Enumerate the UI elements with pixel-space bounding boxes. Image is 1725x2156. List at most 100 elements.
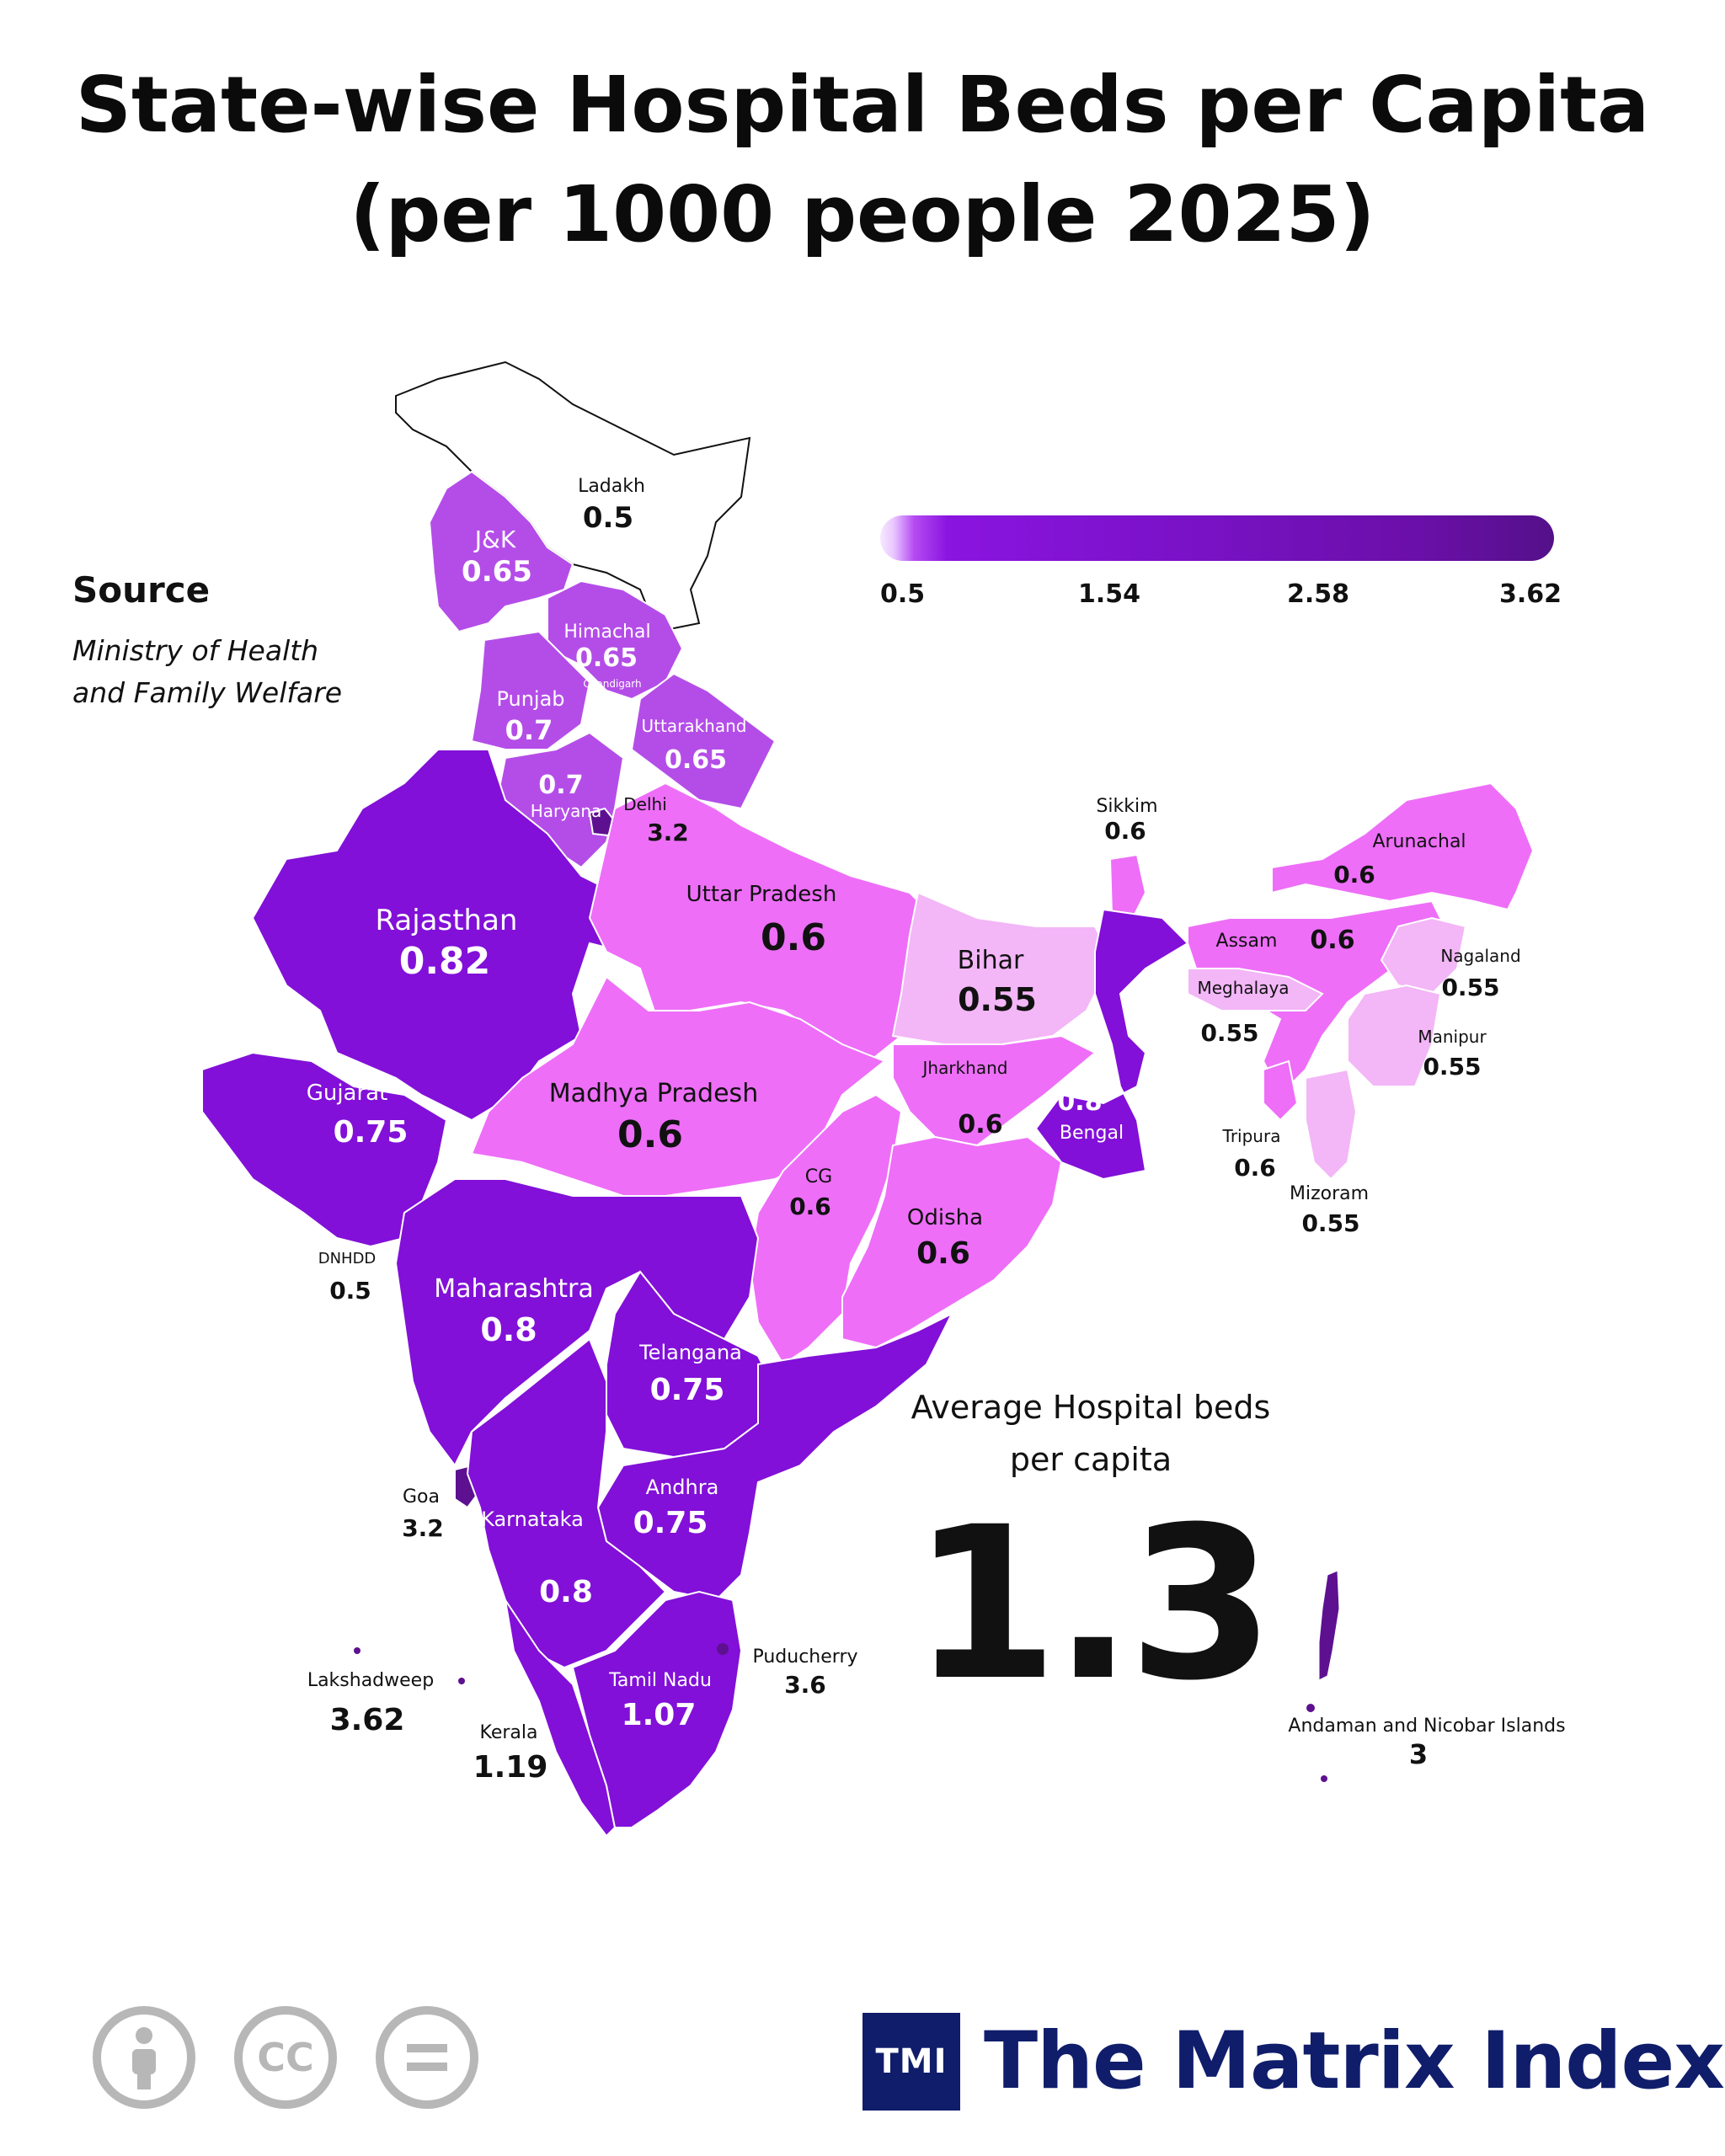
region-kerala — [505, 1599, 617, 1838]
label-andhra-name: Andhra — [646, 1476, 719, 1499]
region-andaman-dot — [1306, 1704, 1315, 1712]
label-bengal-value: 0.8 — [1057, 1087, 1102, 1117]
label-chandigarh-name: Chandigarh — [583, 678, 641, 690]
label-jharkhand-name: Jharkhand — [921, 1058, 1008, 1078]
label-kerala-value: 1.19 — [473, 1750, 548, 1785]
label-uttar-pradesh-value: 0.6 — [761, 916, 826, 959]
label-punjab-name: Punjab — [496, 687, 564, 711]
region-jharkhand — [892, 1034, 1097, 1147]
label-lakshadweep-value: 3.62 — [330, 1703, 405, 1737]
label-puducherry-name: Puducherry — [752, 1646, 857, 1668]
region-meghalaya — [1187, 968, 1324, 1011]
label-rajasthan-value: 0.82 — [399, 940, 491, 983]
label-gujarat-value: 0.75 — [334, 1115, 409, 1150]
label-meghalaya-name: Meghalaya — [1197, 978, 1289, 998]
region-tripura — [1263, 1059, 1299, 1122]
label-himachal-name: Himachal — [563, 622, 650, 643]
label-jk-value: 0.65 — [462, 555, 532, 589]
region-lakshadweep-dot-1 — [354, 1647, 360, 1654]
label-chandigarh-value: 3.5 — [603, 699, 627, 715]
region-andhra — [596, 1311, 954, 1602]
region-manipur — [1347, 984, 1442, 1087]
label-mizoram-name: Mizoram — [1290, 1183, 1369, 1204]
label-manipur-value: 0.55 — [1423, 1053, 1481, 1081]
label-cg-name: CG — [805, 1166, 832, 1187]
region-lakshadweep-dot-2 — [458, 1678, 465, 1684]
label-kerala-name: Kerala — [480, 1722, 538, 1743]
label-dnhdd-value: 0.5 — [329, 1277, 371, 1305]
region-tamil-nadu — [571, 1590, 743, 1828]
label-jharkhand-value: 0.6 — [958, 1110, 1002, 1139]
region-arunachal — [1271, 782, 1535, 911]
label-delhi-name: Delhi — [623, 794, 667, 814]
legend-tick-max: 3.62 — [1499, 579, 1562, 609]
label-assam-name: Assam — [1216, 931, 1278, 952]
label-haryana-name: Haryana — [531, 801, 602, 821]
label-tamil-nadu-value: 1.07 — [622, 1698, 697, 1732]
label-gujarat-name: Gujarat — [307, 1081, 388, 1106]
region-puducherry — [717, 1643, 729, 1655]
label-uttarakhand-value: 0.65 — [665, 745, 727, 775]
label-assam-value: 0.6 — [1310, 926, 1354, 955]
legend-tick-min: 0.5 — [880, 579, 926, 609]
cc-icon: CC — [234, 2006, 337, 2109]
label-himachal-value: 0.65 — [575, 643, 638, 673]
legend-tick-3: 2.58 — [1287, 579, 1350, 609]
source-body: Ministry of Health and Family Welfare — [72, 634, 343, 709]
source-heading: Source — [72, 569, 211, 611]
label-tripura-value: 0.6 — [1234, 1154, 1276, 1182]
region-sikkim — [1108, 853, 1147, 920]
average-label: Average Hospital beds per capita — [911, 1389, 1271, 1478]
cc-icon-text: CC — [257, 2035, 314, 2080]
label-mizoram-value: 0.55 — [1301, 1209, 1359, 1237]
brand-logo: TMI — [862, 2013, 960, 2111]
label-goa-value: 3.2 — [402, 1514, 444, 1542]
label-nagaland-value: 0.55 — [1441, 974, 1499, 1001]
color-scale-bar — [880, 515, 1554, 561]
label-goa-name: Goa — [403, 1486, 440, 1508]
label-ladakh-name: Ladakh — [578, 476, 645, 497]
label-bihar-value: 0.55 — [958, 981, 1037, 1018]
label-sikkim-value: 0.6 — [1104, 817, 1146, 845]
label-telangana-name: Telangana — [638, 1341, 742, 1364]
brand-name: The Matrix Index — [984, 2015, 1725, 2107]
label-jk-name: J&K — [473, 526, 516, 553]
attribution-icon — [93, 2006, 195, 2109]
label-arunachal-value: 0.6 — [1333, 861, 1375, 889]
label-uttarakhand-name: Uttarakhand — [642, 716, 747, 736]
label-telangana-value: 0.75 — [650, 1373, 725, 1407]
label-delhi-value: 3.2 — [647, 819, 689, 846]
label-dnhdd-name: DNHDD — [318, 1250, 377, 1267]
label-madhya-pradesh-value: 0.6 — [617, 1113, 683, 1156]
label-haryana-value: 0.7 — [538, 771, 583, 800]
label-madhya-pradesh-name: Madhya Pradesh — [549, 1079, 758, 1108]
label-rajasthan-name: Rajasthan — [376, 904, 518, 937]
page-title: State-wise Hospital Beds per Capita (per… — [75, 60, 1650, 259]
label-maharashtra-name: Maharashtra — [434, 1274, 594, 1304]
label-cg-value: 0.6 — [789, 1193, 831, 1220]
label-tripura-name: Tripura — [1222, 1126, 1281, 1146]
label-arunachal-name: Arunachal — [1372, 831, 1466, 852]
label-karnataka-value: 0.8 — [539, 1575, 593, 1609]
label-bihar-name: Bihar — [958, 946, 1024, 975]
label-bengal-name: Bengal — [1060, 1123, 1124, 1144]
label-andhra-value: 0.75 — [633, 1506, 708, 1540]
region-andaman — [1318, 1570, 1340, 1681]
region-odisha — [841, 1135, 1063, 1349]
label-uttar-pradesh-name: Uttar Pradesh — [686, 882, 837, 907]
label-ladakh-value: 0.5 — [583, 501, 633, 535]
label-sikkim-name: Sikkim — [1096, 796, 1157, 817]
equals-icon — [407, 2044, 447, 2071]
label-meghalaya-value: 0.55 — [1200, 1019, 1258, 1047]
label-odisha-name: Odisha — [907, 1205, 983, 1230]
label-maharashtra-value: 0.8 — [480, 1311, 537, 1348]
label-tamil-nadu-name: Tamil Nadu — [608, 1670, 712, 1691]
region-uttar-pradesh — [588, 782, 937, 1071]
region-jk — [428, 470, 574, 633]
region-mizoram — [1305, 1068, 1358, 1181]
average-value: 1.3 — [911, 1481, 1275, 1726]
label-andaman-name: Andaman and Nicobar Islands — [1288, 1716, 1565, 1737]
region-bengal — [1034, 908, 1189, 1181]
label-andaman-value: 3 — [1409, 1738, 1428, 1770]
